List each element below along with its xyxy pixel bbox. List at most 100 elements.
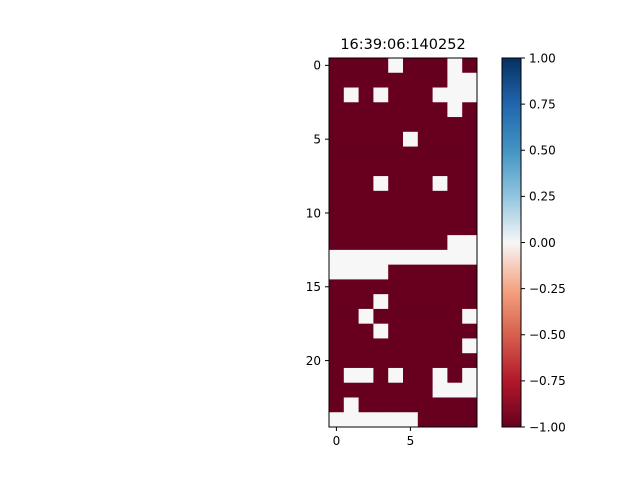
- heatmap-cell: [373, 338, 389, 354]
- heatmap-cell: [373, 220, 389, 236]
- heatmap-cell: [343, 131, 359, 147]
- heatmap-cell: [329, 72, 345, 88]
- heatmap-cell: [373, 87, 389, 103]
- heatmap-cell: [343, 205, 359, 221]
- heatmap-cell: [388, 58, 404, 74]
- heatmap-cell: [358, 382, 374, 398]
- heatmap-cell: [403, 279, 419, 295]
- heatmap-cell: [373, 397, 389, 413]
- y-tick-label: 20: [306, 354, 321, 368]
- heatmap-cell: [403, 205, 419, 221]
- heatmap-cell: [343, 87, 359, 103]
- heatmap-cell: [329, 367, 345, 384]
- heatmap-cell: [329, 294, 345, 310]
- heatmap-cell: [403, 176, 419, 192]
- heatmap-cell: [462, 117, 478, 133]
- heatmap-cell: [462, 338, 478, 354]
- heatmap-cell: [432, 235, 448, 251]
- heatmap-cell: [417, 220, 433, 236]
- heatmap-cell: [329, 161, 345, 177]
- heatmap-cell: [343, 367, 359, 384]
- heatmap-cell: [403, 161, 419, 177]
- heatmap-cell: [373, 131, 389, 147]
- heatmap-cell: [403, 249, 419, 266]
- heatmap-cell: [388, 72, 404, 88]
- heatmap-cell: [373, 190, 389, 206]
- colorbar-tick-label: −0.25: [529, 282, 566, 296]
- heatmap-cell: [417, 102, 433, 118]
- heatmap-cell: [462, 146, 478, 162]
- heatmap-cell: [462, 235, 478, 251]
- heatmap-cell: [432, 220, 448, 236]
- heatmap-cell: [329, 117, 345, 133]
- heatmap-cell: [373, 367, 389, 384]
- heatmap-cell: [417, 382, 433, 398]
- heatmap-cell: [417, 294, 433, 310]
- heatmap-cell: [447, 117, 463, 133]
- heatmap-cell: [388, 412, 404, 428]
- colorbar: [501, 57, 522, 428]
- heatmap-cell: [432, 102, 448, 118]
- heatmap-cell: [388, 294, 404, 310]
- heatmap-cell: [403, 235, 419, 251]
- heatmap-cell: [358, 161, 374, 177]
- heatmap-cell: [388, 382, 404, 398]
- heatmap-cell: [462, 279, 478, 295]
- heatmap-cell: [373, 161, 389, 177]
- heatmap-cell: [388, 220, 404, 236]
- heatmap-cell: [417, 308, 433, 325]
- heatmap-cell: [388, 117, 404, 133]
- heatmap-cell: [432, 382, 448, 398]
- heatmap-cell: [358, 294, 374, 310]
- heatmap-cell: [373, 323, 389, 339]
- heatmap-cell: [329, 58, 345, 74]
- heatmap-cell: [373, 176, 389, 192]
- heatmap-cell: [462, 176, 478, 192]
- heatmap-cell: [462, 264, 478, 280]
- heatmap-cell: [462, 205, 478, 221]
- heatmap-cell: [432, 131, 448, 147]
- heatmap-cell: [462, 131, 478, 147]
- heatmap-cell: [432, 117, 448, 133]
- heatmap-cell: [373, 146, 389, 162]
- heatmap-cell: [373, 294, 389, 310]
- heatmap-cell: [432, 264, 448, 280]
- heatmap-cell: [373, 382, 389, 398]
- heatmap-cell: [373, 117, 389, 133]
- heatmap-cell: [417, 146, 433, 162]
- heatmap-cell: [447, 279, 463, 295]
- heatmap-cell: [432, 87, 448, 103]
- heatmap-cell: [388, 338, 404, 354]
- heatmap-cell: [447, 264, 463, 280]
- heatmap-cell: [447, 146, 463, 162]
- heatmap-cell: [358, 131, 374, 147]
- heatmap-cell: [447, 294, 463, 310]
- colorbar-tick-label: −1.00: [529, 420, 566, 434]
- heatmap-cell: [417, 131, 433, 147]
- heatmap-cell: [388, 190, 404, 206]
- heatmap-cell: [329, 87, 345, 103]
- heatmap-cell: [358, 412, 374, 428]
- heatmap-cell: [432, 338, 448, 354]
- heatmap-cell: [462, 294, 478, 310]
- heatmap-cell: [329, 131, 345, 147]
- heatmap-cell: [447, 249, 463, 266]
- heatmap-cell: [403, 131, 419, 147]
- colorbar-tick-label: 0.00: [529, 236, 556, 250]
- heatmap-cell: [358, 146, 374, 162]
- heatmap-cell: [388, 87, 404, 103]
- heatmap-cell: [432, 176, 448, 192]
- heatmap-cell: [403, 72, 419, 88]
- heatmap-cell: [343, 397, 359, 413]
- heatmap-cell: [447, 397, 463, 413]
- heatmap-cell: [358, 264, 374, 280]
- heatmap-cell: [432, 279, 448, 295]
- heatmap-cell: [462, 367, 478, 384]
- heatmap-cell: [343, 161, 359, 177]
- heatmap-cell: [403, 367, 419, 384]
- heatmap-cell: [329, 249, 345, 266]
- heatmap-cell: [403, 397, 419, 413]
- heatmap-cell: [403, 87, 419, 103]
- heatmap-cell: [373, 412, 389, 428]
